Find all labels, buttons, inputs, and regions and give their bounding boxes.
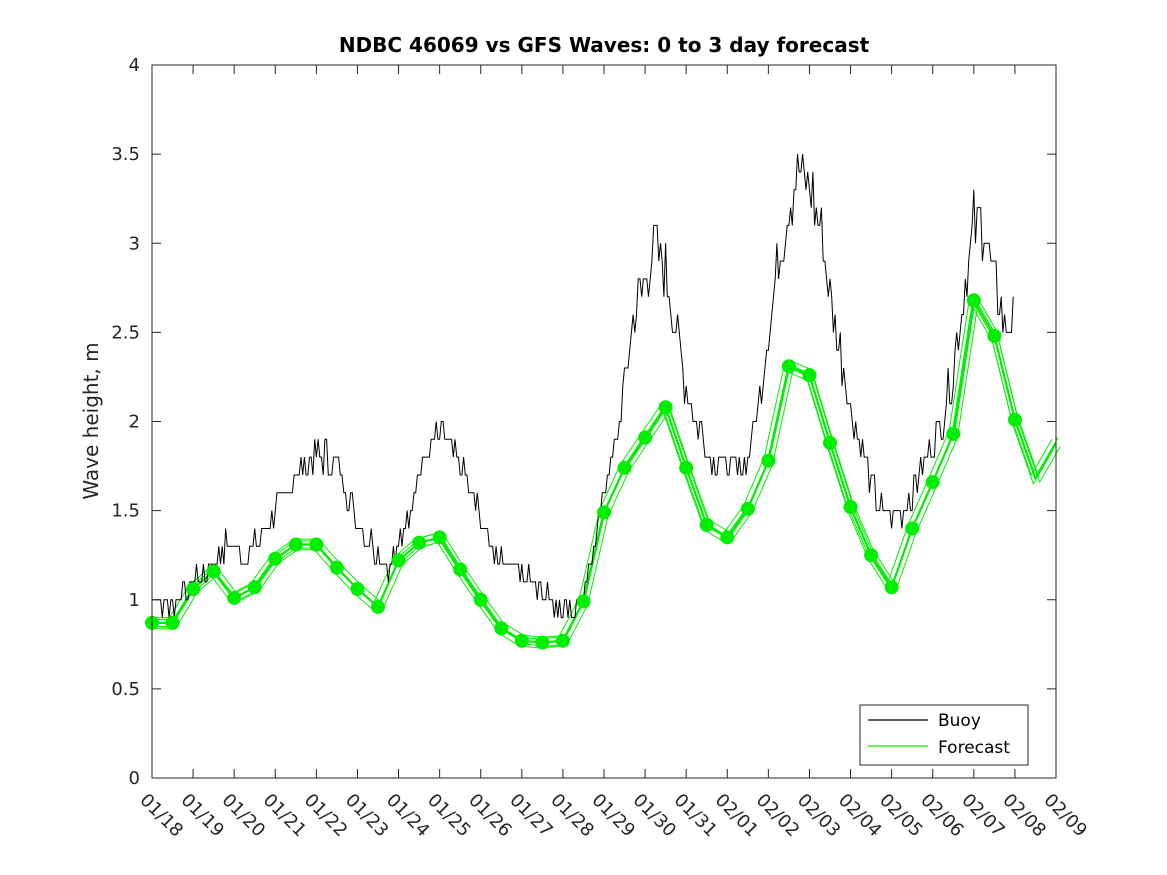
forecast-point bbox=[555, 633, 570, 648]
plot-area bbox=[152, 65, 1056, 778]
forecast-point bbox=[617, 460, 632, 475]
legend-box bbox=[859, 704, 1029, 766]
forecast-point bbox=[699, 517, 714, 532]
forecast-point bbox=[288, 537, 303, 552]
x-tick-label: 01/24 bbox=[382, 790, 434, 842]
x-tick-label: 02/05 bbox=[875, 790, 927, 842]
forecast-point bbox=[740, 501, 755, 516]
forecast-point bbox=[946, 426, 961, 441]
forecast-point bbox=[186, 582, 201, 597]
y-tick-label: 3 bbox=[129, 233, 140, 254]
forecast-point bbox=[864, 548, 879, 563]
forecast-point bbox=[987, 328, 1002, 343]
x-tick-label: 02/06 bbox=[916, 790, 968, 842]
x-tick-label: 02/02 bbox=[752, 790, 804, 842]
forecast-point bbox=[350, 582, 365, 597]
x-tick-label: 02/08 bbox=[998, 790, 1050, 842]
legend-label-forecast: Forecast bbox=[938, 738, 1010, 758]
forecast-point bbox=[1007, 412, 1022, 427]
forecast-point bbox=[638, 430, 653, 445]
legend: Buoy Forecast bbox=[859, 704, 1029, 766]
x-tick-label: 01/22 bbox=[300, 790, 352, 842]
forecast-point bbox=[843, 500, 858, 515]
forecast-point bbox=[473, 592, 488, 607]
forecast-point bbox=[679, 460, 694, 475]
x-tick-label: 02/03 bbox=[793, 790, 845, 842]
series-layer bbox=[145, 154, 1061, 650]
x-tick-label: 01/18 bbox=[135, 790, 187, 842]
x-tick-label: 01/23 bbox=[341, 790, 393, 842]
x-tick-label: 01/29 bbox=[587, 790, 639, 842]
forecast-point bbox=[802, 368, 817, 383]
forecast-point bbox=[884, 580, 899, 595]
forecast-point bbox=[720, 530, 735, 545]
forecast-point bbox=[247, 580, 262, 595]
x-tick-label: 01/31 bbox=[670, 790, 722, 842]
y-tick-label: 0.5 bbox=[111, 679, 140, 700]
forecast-point bbox=[576, 594, 591, 609]
forecast-point bbox=[309, 537, 324, 552]
forecast-point bbox=[966, 293, 981, 308]
forecast-point bbox=[329, 560, 344, 575]
x-tick-label: 01/19 bbox=[177, 790, 229, 842]
forecast-point bbox=[165, 615, 180, 630]
y-tick-label: 1 bbox=[129, 590, 140, 611]
forecast-point bbox=[453, 562, 468, 577]
y-tick-label: 2.5 bbox=[111, 322, 140, 343]
y-axis-label: Wave height, m bbox=[79, 342, 103, 499]
x-tick-label: 01/25 bbox=[423, 790, 475, 842]
forecast-point bbox=[206, 564, 221, 579]
forecast-point bbox=[227, 590, 242, 605]
x-tick-label: 01/21 bbox=[259, 790, 311, 842]
forecast-point bbox=[658, 400, 673, 415]
forecast-point bbox=[412, 535, 427, 550]
forecast-point bbox=[781, 359, 796, 374]
forecast-point bbox=[494, 621, 509, 636]
forecast-point bbox=[925, 475, 940, 490]
x-tick-label: 02/01 bbox=[711, 790, 763, 842]
forecast-point bbox=[535, 635, 550, 650]
forecast-point bbox=[761, 453, 776, 468]
y-tick-label: 3.5 bbox=[111, 144, 140, 165]
y-tick-label: 1.5 bbox=[111, 501, 140, 522]
x-tick-label: 01/27 bbox=[505, 790, 557, 842]
y-tick-label: 0 bbox=[129, 768, 140, 789]
x-tick-label: 01/20 bbox=[218, 790, 270, 842]
forecast-point bbox=[371, 599, 385, 614]
x-tick-label: 02/04 bbox=[834, 790, 886, 842]
x-tick-label: 02/09 bbox=[1039, 790, 1091, 842]
y-tick-label: 2 bbox=[129, 412, 140, 433]
forecast-point bbox=[268, 551, 283, 566]
x-tick-label: 01/26 bbox=[464, 790, 516, 842]
forecast-point bbox=[597, 505, 611, 520]
x-tick-label: 01/30 bbox=[629, 790, 681, 842]
forecast-point bbox=[391, 553, 406, 568]
y-tick-label: 4 bbox=[129, 55, 140, 76]
x-tick-label: 01/28 bbox=[546, 790, 598, 842]
forecast-point bbox=[823, 435, 837, 450]
x-tick-label: 02/07 bbox=[957, 790, 1009, 842]
forecast-point bbox=[432, 530, 447, 545]
legend-label-buoy: Buoy bbox=[938, 711, 981, 731]
chart-title: NDBC 46069 vs GFS Waves: 0 to 3 day fore… bbox=[339, 33, 870, 57]
forecast-point bbox=[905, 521, 920, 536]
forecast-point bbox=[514, 633, 529, 648]
